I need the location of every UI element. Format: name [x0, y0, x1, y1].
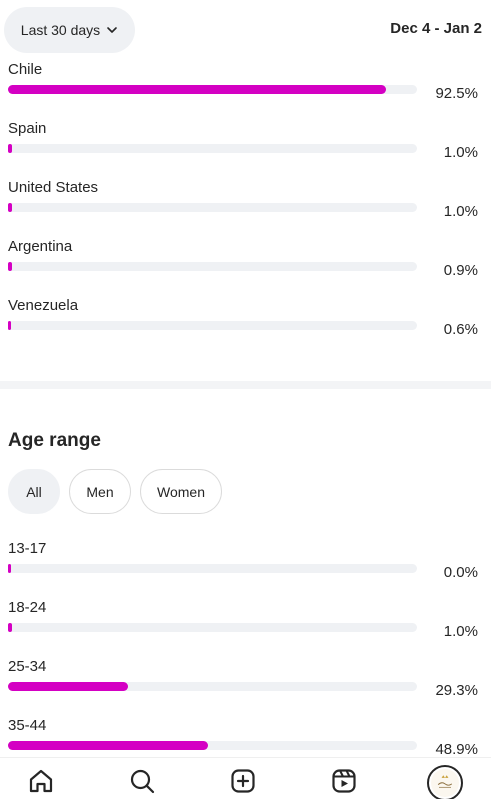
- nav-reels[interactable]: [329, 766, 359, 796]
- age-row: 35-44 48.9%: [8, 717, 478, 767]
- progress-fill: [8, 321, 11, 330]
- profile-logo-icon: [431, 769, 459, 797]
- nav-home[interactable]: [26, 766, 56, 796]
- country-percent: 1.0%: [443, 203, 478, 220]
- bottom-nav: [0, 757, 491, 799]
- age-row: 25-34 29.3%: [8, 658, 478, 708]
- progress-track: [8, 623, 417, 632]
- section-divider: [0, 381, 491, 389]
- top-bar: Last 30 days Dec 4 - Jan 2: [0, 0, 491, 60]
- country-percent: 0.9%: [443, 262, 478, 279]
- nav-create[interactable]: [228, 766, 258, 796]
- country-row: Venezuela 0.6%: [8, 297, 478, 347]
- progress-fill: [8, 564, 11, 573]
- country-row: Chile 92.5%: [8, 61, 478, 111]
- date-range-dropdown[interactable]: Last 30 days: [4, 7, 135, 53]
- age-range-name: 18-24: [8, 599, 47, 616]
- age-row: 13-17 0.0%: [8, 540, 478, 590]
- age-range-name: 35-44: [8, 717, 47, 734]
- chevron-down-icon: [107, 27, 117, 33]
- country-row: Spain 1.0%: [8, 120, 478, 170]
- progress-fill: [8, 623, 13, 632]
- progress-track: [8, 203, 417, 212]
- nav-profile-avatar[interactable]: [427, 765, 463, 799]
- age-range-name: 25-34: [8, 658, 47, 675]
- progress-track: [8, 144, 417, 153]
- progress-fill: [8, 682, 128, 691]
- date-range-text: Dec 4 - Jan 2: [390, 20, 482, 37]
- progress-track: [8, 564, 417, 573]
- country-name: Argentina: [8, 238, 73, 255]
- progress-track: [8, 85, 417, 94]
- filter-chip-men[interactable]: Men: [69, 469, 131, 514]
- progress-fill: [8, 144, 13, 153]
- progress-track: [8, 682, 417, 691]
- progress-track: [8, 321, 417, 330]
- home-icon: [29, 769, 53, 793]
- country-name: Venezuela: [8, 297, 79, 314]
- progress-track: [8, 741, 417, 750]
- progress-fill: [8, 262, 12, 271]
- country-row: United States 1.0%: [8, 179, 478, 229]
- search-icon: [130, 769, 155, 794]
- country-percent: 1.0%: [443, 144, 478, 161]
- progress-fill: [8, 741, 208, 750]
- age-range-percent: 1.0%: [443, 623, 478, 640]
- date-range-dropdown-label: Last 30 days: [20, 22, 101, 38]
- age-range-percent: 0.0%: [443, 564, 478, 581]
- country-percent: 0.6%: [443, 321, 478, 338]
- filter-chip-all[interactable]: All: [8, 469, 60, 514]
- nav-search[interactable]: [127, 766, 157, 796]
- reels-icon: [332, 769, 356, 793]
- progress-fill: [8, 203, 13, 212]
- age-row: 18-24 1.0%: [8, 599, 478, 649]
- country-row: Argentina 0.9%: [8, 238, 478, 288]
- age-range-title: Age range: [8, 430, 101, 451]
- age-range-percent: 48.9%: [435, 741, 478, 758]
- progress-track: [8, 262, 417, 271]
- age-range-name: 13-17: [8, 540, 47, 557]
- progress-fill: [8, 85, 387, 94]
- country-name: United States: [8, 179, 99, 196]
- filter-chip-women[interactable]: Women: [140, 469, 222, 514]
- country-percent: 92.5%: [435, 85, 478, 102]
- age-range-percent: 29.3%: [435, 682, 478, 699]
- country-name: Chile: [8, 61, 43, 78]
- create-icon: [231, 769, 255, 793]
- country-name: Spain: [8, 120, 47, 137]
